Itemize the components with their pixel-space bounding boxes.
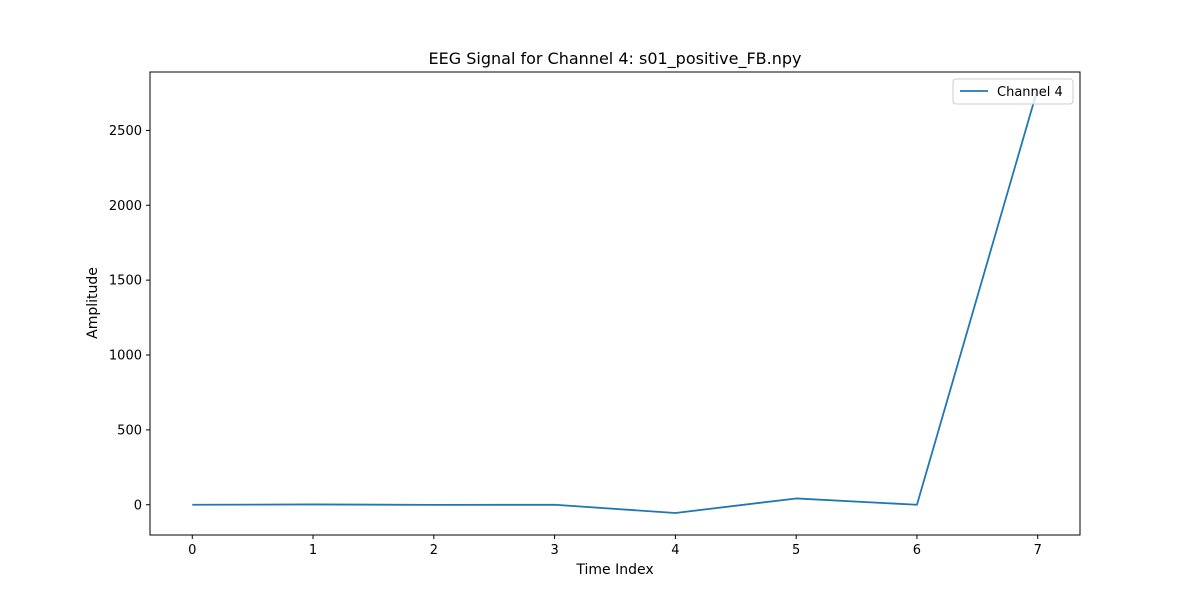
legend-box <box>952 78 1074 105</box>
x-axis-ticks: 0 1 2 3 4 5 6 7 <box>188 535 1042 558</box>
series-line-channel-4 <box>192 88 1039 514</box>
legend-label-channel-4: Channel 4 <box>997 85 1063 100</box>
x-tick-label: 1 <box>309 543 317 558</box>
x-tick-label: 2 <box>430 543 438 558</box>
series-layer <box>192 88 1039 514</box>
y-tick-label: 500 <box>117 423 142 438</box>
legend: Channel 4 <box>952 78 1074 105</box>
x-tick-label: 0 <box>188 543 196 558</box>
plot-frame <box>149 71 1081 536</box>
x-tick-label: 4 <box>671 543 679 558</box>
x-tick-label: 3 <box>550 543 558 558</box>
x-tick-label: 5 <box>792 543 800 558</box>
y-tick-label: 0 <box>134 498 142 513</box>
plot-area: 0 1 2 3 4 5 6 7 0 500 1000 1500 2000 2500 <box>109 71 1081 558</box>
x-axis-label: Time Index <box>575 562 653 578</box>
y-axis-label: Amplitude <box>85 267 101 339</box>
x-tick-label: 6 <box>913 543 921 558</box>
y-tick-label: 2500 <box>109 124 142 139</box>
y-tick-label: 1000 <box>109 349 142 364</box>
y-tick-label: 1500 <box>109 274 142 289</box>
chart-title: EEG Signal for Channel 4: s01_positive_F… <box>429 49 802 69</box>
y-tick-label: 2000 <box>109 199 142 214</box>
x-tick-label: 7 <box>1034 543 1042 558</box>
y-axis-ticks: 0 500 1000 1500 2000 2500 <box>109 124 150 513</box>
